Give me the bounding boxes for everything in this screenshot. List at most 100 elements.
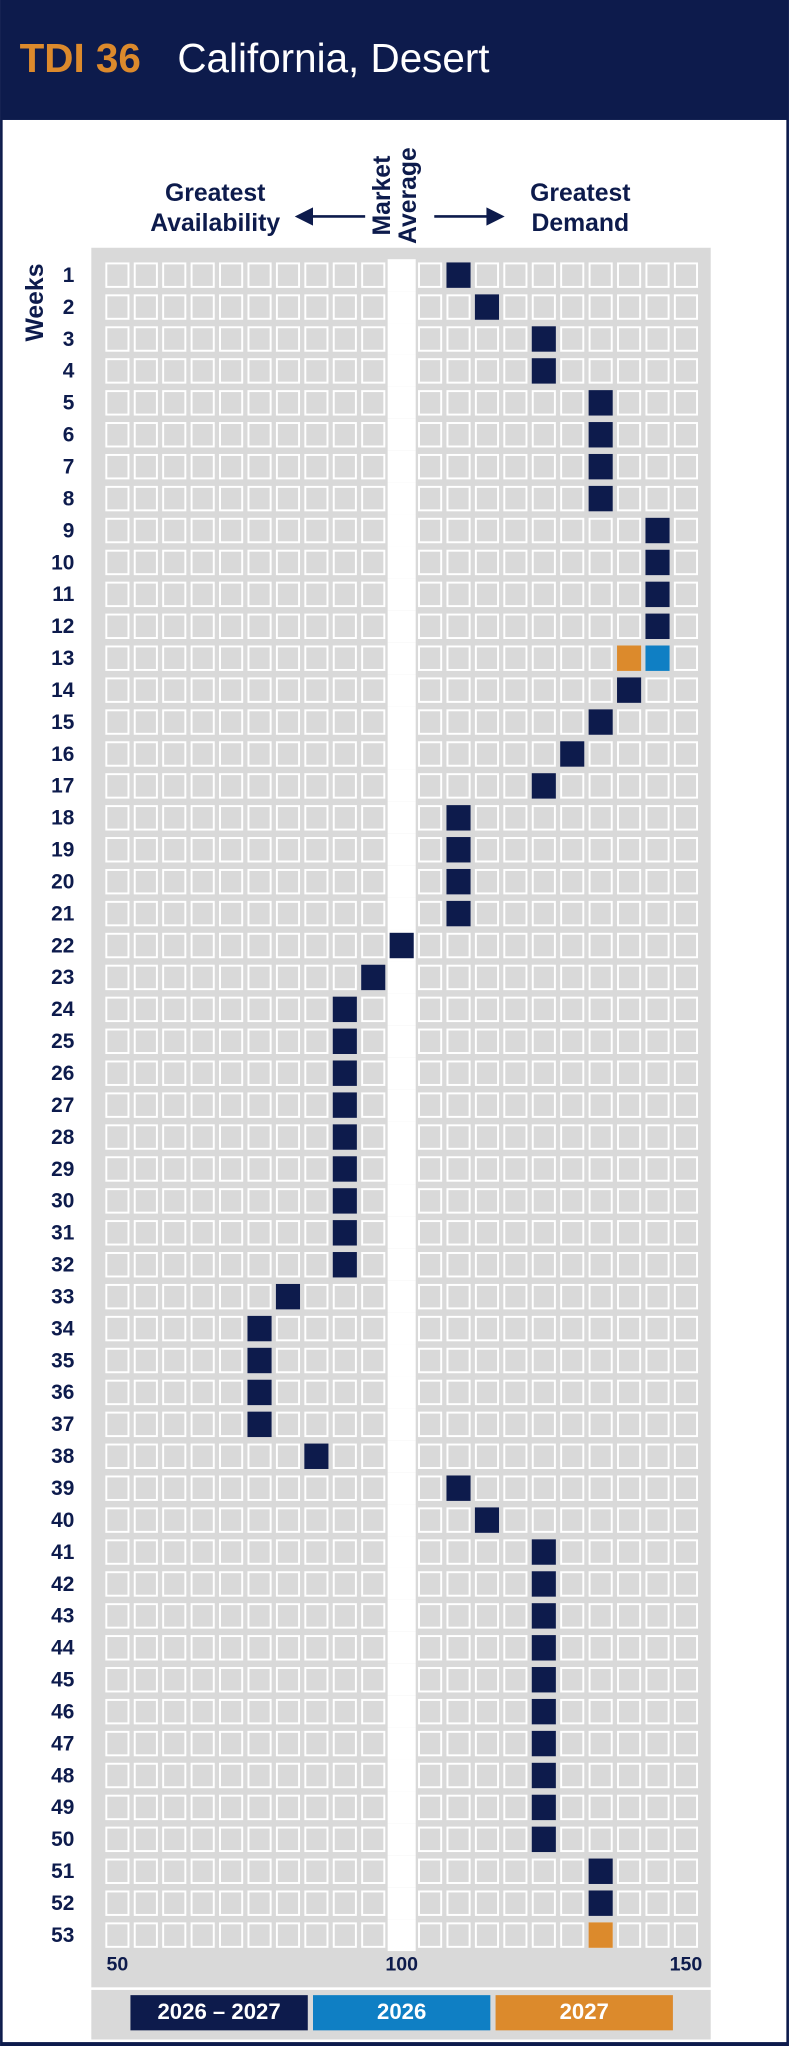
cell-inner <box>419 1541 441 1563</box>
mark <box>247 1347 272 1374</box>
cell-inner <box>221 392 242 414</box>
cell-inner <box>675 1541 697 1563</box>
cell-inner <box>505 1732 526 1755</box>
cell-inner <box>192 1285 213 1308</box>
cell-inner <box>505 1573 526 1595</box>
cell-inner <box>562 1924 583 1946</box>
cell-inner <box>363 647 384 669</box>
cell-inner <box>419 1030 441 1053</box>
cell-inner <box>647 870 668 893</box>
cell-inner <box>135 1222 156 1244</box>
cell-inner <box>277 519 299 542</box>
cell-inner <box>562 328 583 350</box>
cell-inner <box>135 1062 156 1084</box>
cell-inner <box>675 743 697 765</box>
cell-inner <box>221 264 242 286</box>
cell-inner <box>363 1764 384 1787</box>
cell-inner <box>277 1732 299 1755</box>
cell-inner <box>675 838 697 861</box>
cell-inner <box>618 1413 640 1436</box>
cell-inner <box>363 838 384 861</box>
cell-inner <box>476 1541 498 1563</box>
cell-inner <box>192 998 213 1021</box>
cell-inner <box>533 1285 554 1308</box>
cell-inner <box>675 1030 697 1053</box>
cell-inner <box>192 679 213 701</box>
cell-inner <box>363 743 384 765</box>
cell-inner <box>590 1445 611 1468</box>
cell-inner <box>249 743 270 765</box>
cell-inner <box>306 1668 327 1691</box>
cell-inner <box>363 1860 384 1883</box>
cell-inner <box>334 1637 355 1659</box>
cell-inner <box>107 966 128 989</box>
cell-inner <box>107 711 128 733</box>
cell-inner <box>675 1892 697 1914</box>
cell-inner <box>249 1764 270 1787</box>
cell-inner <box>647 1285 668 1308</box>
cell-inner <box>476 1190 498 1212</box>
cell-inner <box>192 647 213 669</box>
y-tick-label: 15 <box>51 711 75 734</box>
cell-inner <box>334 1796 355 1819</box>
cell-inner <box>363 1381 384 1404</box>
cell-inner <box>107 679 128 701</box>
cell-inner <box>562 519 583 542</box>
cell-inner <box>419 1158 441 1180</box>
cell-inner <box>618 551 640 574</box>
cell-inner <box>675 1317 697 1340</box>
mark <box>531 1667 556 1693</box>
cell-inner <box>135 1764 156 1787</box>
cell-inner <box>135 1381 156 1404</box>
cell-inner <box>164 711 185 733</box>
cell-inner <box>562 1445 583 1468</box>
cell-inner <box>419 838 441 861</box>
cell-inner <box>618 1732 640 1755</box>
cell-inner <box>135 1541 156 1563</box>
y-tick-label: 47 <box>51 1732 74 1755</box>
cell-inner <box>107 1828 128 1851</box>
cell-inner <box>505 1062 526 1084</box>
y-tick-label: 32 <box>51 1254 74 1277</box>
cell-inner <box>334 775 355 797</box>
cell-inner <box>306 1381 327 1404</box>
cell-inner <box>306 1860 327 1883</box>
cell-inner <box>306 519 327 542</box>
cell-inner <box>590 1253 611 1276</box>
cell-inner <box>135 360 156 382</box>
cell-inner <box>306 1126 327 1148</box>
cell-inner <box>448 1445 469 1468</box>
cell-inner <box>562 455 583 478</box>
cell-inner <box>306 1285 327 1308</box>
avg-cell <box>387 450 416 483</box>
cell-inner <box>647 296 668 318</box>
cell-inner <box>505 1700 526 1723</box>
cell-inner <box>590 1190 611 1212</box>
avg-cell <box>387 1089 416 1122</box>
cell-inner <box>135 1700 156 1723</box>
y-tick-label: 33 <box>51 1285 74 1308</box>
y-tick-label: 3 <box>63 328 75 351</box>
cell-inner <box>505 870 526 893</box>
cell-inner <box>562 1030 583 1053</box>
cell-inner <box>533 1349 554 1372</box>
cell-inner <box>107 743 128 765</box>
cell-inner <box>590 1158 611 1180</box>
cell-inner <box>277 1381 299 1404</box>
cell-inner <box>164 1732 185 1755</box>
cell-inner <box>164 1892 185 1914</box>
cell-inner <box>647 1126 668 1148</box>
cell-inner <box>164 870 185 893</box>
cell-inner <box>135 583 156 606</box>
cell-inner <box>505 807 526 829</box>
cell-inner <box>363 1541 384 1563</box>
cell-inner <box>334 551 355 574</box>
cell-inner <box>675 615 697 638</box>
cell-inner <box>419 1764 441 1787</box>
cell-inner <box>192 392 213 414</box>
cell-inner <box>306 1796 327 1819</box>
cell-inner <box>249 1509 270 1531</box>
cell-inner <box>647 455 668 478</box>
cell-inner <box>647 1924 668 1946</box>
y-tick-label: 45 <box>51 1669 75 1692</box>
